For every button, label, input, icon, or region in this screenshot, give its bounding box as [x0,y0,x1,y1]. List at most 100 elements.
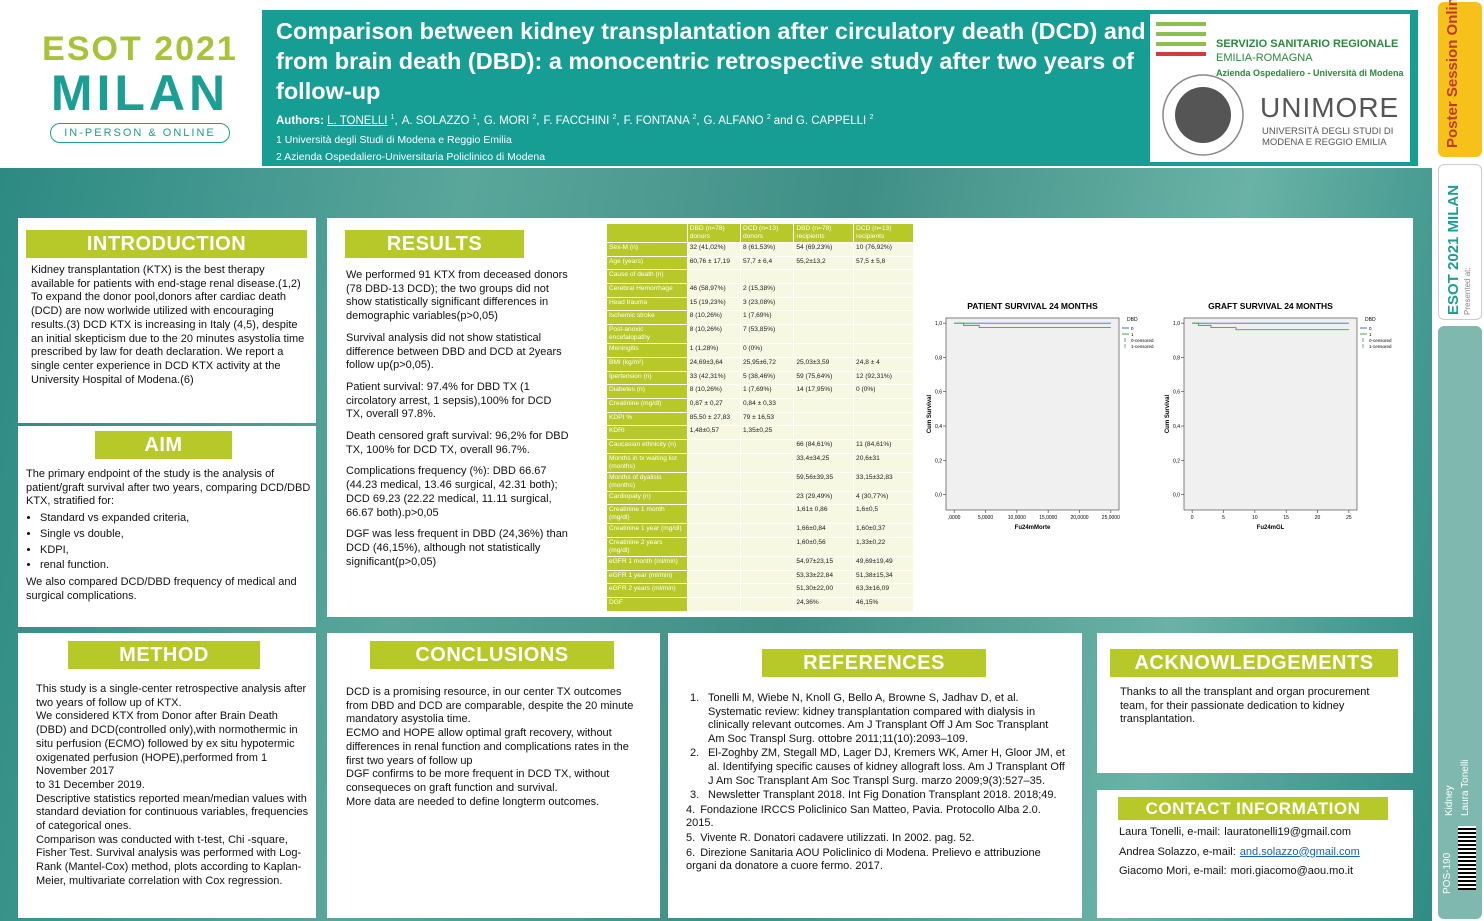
y-tick-label: 0,6 [935,390,942,396]
paragraph: DGF was less frequent in DBD (24,36%) th… [346,528,568,568]
reference-number: 3. [690,789,700,802]
table-cell [740,584,794,598]
table-cell: 24,69±3,64 [687,357,740,371]
table-cell: 55,2±13,2 [794,256,854,270]
section-heading: CONTACT INFORMATION [1118,797,1388,820]
table-cell: 15 (19,23%) [687,297,740,311]
sidebar-logo: Poster Session Online [1438,0,1482,157]
table-cell: 1,60±0,56 [794,538,854,556]
table-cell: 0,84 ± 0,33 [740,398,794,412]
table-cell [687,598,740,611]
table-row: Caucasian ethnicity (n) 66 (84,61%) 11 (84… [607,439,913,453]
y-tick-label: 0,0 [1173,493,1180,499]
table-cell [740,570,794,584]
legend-label: 1 [1369,332,1372,337]
table-cell: 1,66±0,84 [794,524,854,537]
affiliation: 2 Azienda Ospedaliero-Universitaria Poli… [276,151,546,163]
table-cell: 33 (42,31%) [687,371,740,385]
table: DBD (n=78) donors DCD (n=13) donors DBD (n… [606,223,914,612]
y-tick-label: 1,0 [935,321,942,327]
table-cell [687,557,740,570]
table-row: KDPI % 85,50 ± 27,83 79 ± 16,53 [607,412,913,426]
table-cell: 1,60±0,37 [854,524,913,537]
table-cell [740,505,794,524]
table-cell [740,472,794,491]
table-row: Sex-M (n) 32 (41,02%) 8 (61,53%) 54 (69,23%… [607,243,913,256]
contact-name: Andrea Solazzo, e-mail: [1119,845,1236,858]
chart-title: GRAFT SURVIVAL 24 MONTHS [1208,301,1333,311]
x-tick-label: 15 [1283,515,1289,521]
reference: 1. Tonelli M, Wiebe N, Knoll G, Bello A, … [672,692,1067,746]
section-text: This study is a single-center retrospect… [36,683,311,889]
author-separator: , [616,114,620,127]
table-cell: 54,97±23,15 [794,557,854,570]
paragraph: Complications frequency (%): DBD 66.67 (… [346,465,558,519]
table-cell: 8 (10,26%) [687,385,740,398]
table-row: Cerebral Hemorrhage 46 (58,97%) 2 (15,38%) [607,284,913,297]
table-cell [740,439,794,453]
logo-text: SERVIZIO SANITARIO REGIONALE [1216,38,1399,50]
author-affiliation: 2 [612,114,617,121]
table-cell [794,398,854,412]
table-row: Creatinine 1 month (mg/dl) 1,61± 0,86 1,6±… [607,505,913,524]
bullet: Single vs double, [40,528,311,542]
table-cell [854,325,913,344]
y-tick-label: 0,0 [935,493,942,499]
table-row: Cause of death (n) [607,270,913,284]
table-cell: KDPI % [607,412,687,426]
reference-text: El-Zoghby ZM, Stegall MD, Lager DJ, Krem… [708,747,1065,787]
results-panel: RESULTS We performed 91 KTX from decease… [327,218,1413,617]
text-line: ECMO and HOPE allow optimal graft recove… [346,727,629,767]
section-text: We performed 91 KTX from deceased donors… [346,269,571,577]
table-cell: Cause of death (n) [607,270,687,284]
table-cell: 1,48±0,57 [687,426,740,439]
contact-panel: CONTACT INFORMATION Laura Tonelli, e-mai… [1097,790,1413,918]
table-header-cell: DBD (n=78) recipients [794,224,854,242]
method-panel: METHOD This study is a single-center ret… [18,633,316,918]
table-row: Months of dyalisis (months) 59,56±39,35 33… [607,472,913,491]
table-cell: KDRI [607,426,687,439]
table-row: Creatinine (mg/dl) 0,87 ± 0,27 0,84 ± 0,33 [607,398,913,412]
table-cell: Creatinine 2 years (mg/dl) [607,538,687,556]
table-cell: 25,03±3,59 [794,357,854,371]
section-heading: REFERENCES [762,649,986,677]
section-text: 1. Tonelli M, Wiebe N, Knoll G, Bello A, … [672,692,1067,875]
author-separator: and [773,114,793,127]
section-text: DCD is a promising resource, in our cent… [346,686,646,809]
text-line: DCD is a promising resource, in our cent… [346,686,634,726]
section-heading: CONCLUSIONS [370,641,614,669]
x-tick-label: 5,0000 [978,515,994,521]
table-cell: Ischemic stroke [607,311,687,325]
table-cell: 49,69±19,49 [854,557,913,570]
table-cell: 3 (23,08%) [740,297,794,311]
table-cell: 1,33±0,22 [854,538,913,556]
aim-panel: AIM The primary endpoint of the study is… [18,426,316,627]
contact-email[interactable]: and.solazzo@gmail.com [1239,845,1360,858]
table-cell [687,453,740,472]
logo-text: UNIVERSITÀ DEGLI STUDI DI [1262,126,1394,137]
x-tick-label: 10 [1252,515,1258,521]
table-cell: 1,35±0,25 [740,426,794,439]
table-cell [740,491,794,505]
table-header-cell [607,224,687,242]
author-separator: , [536,114,540,127]
table-cell [687,472,740,491]
seal [1162,74,1244,156]
text-line: Descriptive statistics reported mean/med… [36,792,309,833]
table-cell: BMI (kg/m²) [607,357,687,371]
table-cell: Post-anoxic encefalopathy [607,325,687,344]
x-tick-label: 25,0000 [1102,515,1120,521]
table-cell: eGFR 1 month (ml/min) [607,557,687,570]
y-tick-label: 0,6 [1173,390,1180,396]
logo-text: IN-PERSON & ONLINE [50,123,230,143]
author-name: F. FONTANA [623,114,690,127]
table-cell: 5 (38,46%) [740,371,794,385]
logo-text: MILAN [50,65,230,121]
author-name: A. SOLAZZO [401,114,470,127]
author-affiliation: 2 [869,114,874,121]
paragraph: Kidney transplantation (KTX) is the best… [31,264,301,290]
table-cell: 33,15±32,83 [854,472,913,491]
bullet-list: Standard vs expanded criteria, Single vs … [26,512,311,573]
text-line: This study is a single-center retrospect… [36,683,307,709]
